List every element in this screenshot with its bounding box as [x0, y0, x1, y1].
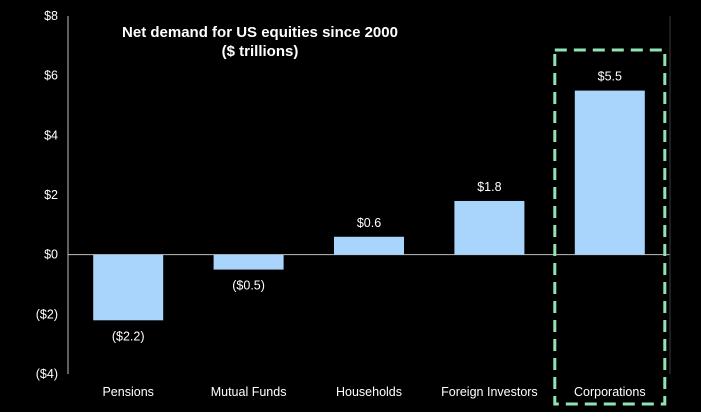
- category-label: Corporations: [574, 385, 646, 399]
- chart-subtitle: ($ trillions): [222, 43, 299, 60]
- bar: [454, 200, 525, 255]
- data-label: ($0.5): [232, 279, 265, 293]
- highlight-box: [553, 48, 667, 406]
- bar: [334, 236, 404, 255]
- data-label: $1.8: [477, 180, 501, 194]
- y-tick-label: ($2): [36, 307, 58, 321]
- bar: [574, 90, 645, 255]
- bar: [213, 254, 284, 270]
- y-tick-label: ($4): [36, 367, 58, 381]
- category-label: Foreign Investors: [441, 385, 538, 399]
- y-tick-labels: ($4) ($2) $0 $2 $4 $6 $8: [36, 9, 58, 381]
- chart-title: Net demand for US equities since 2000: [122, 24, 398, 41]
- y-tick-label: $2: [44, 188, 58, 202]
- data-label: $5.5: [598, 70, 622, 84]
- y-tick-label: $4: [44, 128, 58, 142]
- bar: [93, 254, 164, 321]
- y-tick-label: $6: [44, 69, 58, 83]
- bars: [93, 90, 645, 321]
- y-tick-label: $0: [44, 248, 58, 262]
- category-label: Mutual Funds: [211, 385, 287, 399]
- category-label: Pensions: [102, 385, 153, 399]
- data-label: $0.6: [357, 216, 381, 230]
- y-tick-label: $8: [44, 9, 58, 23]
- category-labels: Pensions Mutual Funds Households Foreign In…: [102, 385, 645, 399]
- data-labels: ($2.2) ($0.5) $0.6 $1.8 $5.5: [112, 70, 622, 344]
- axes: [67, 16, 671, 374]
- data-label: ($2.2): [112, 329, 145, 343]
- category-label: Households: [336, 385, 402, 399]
